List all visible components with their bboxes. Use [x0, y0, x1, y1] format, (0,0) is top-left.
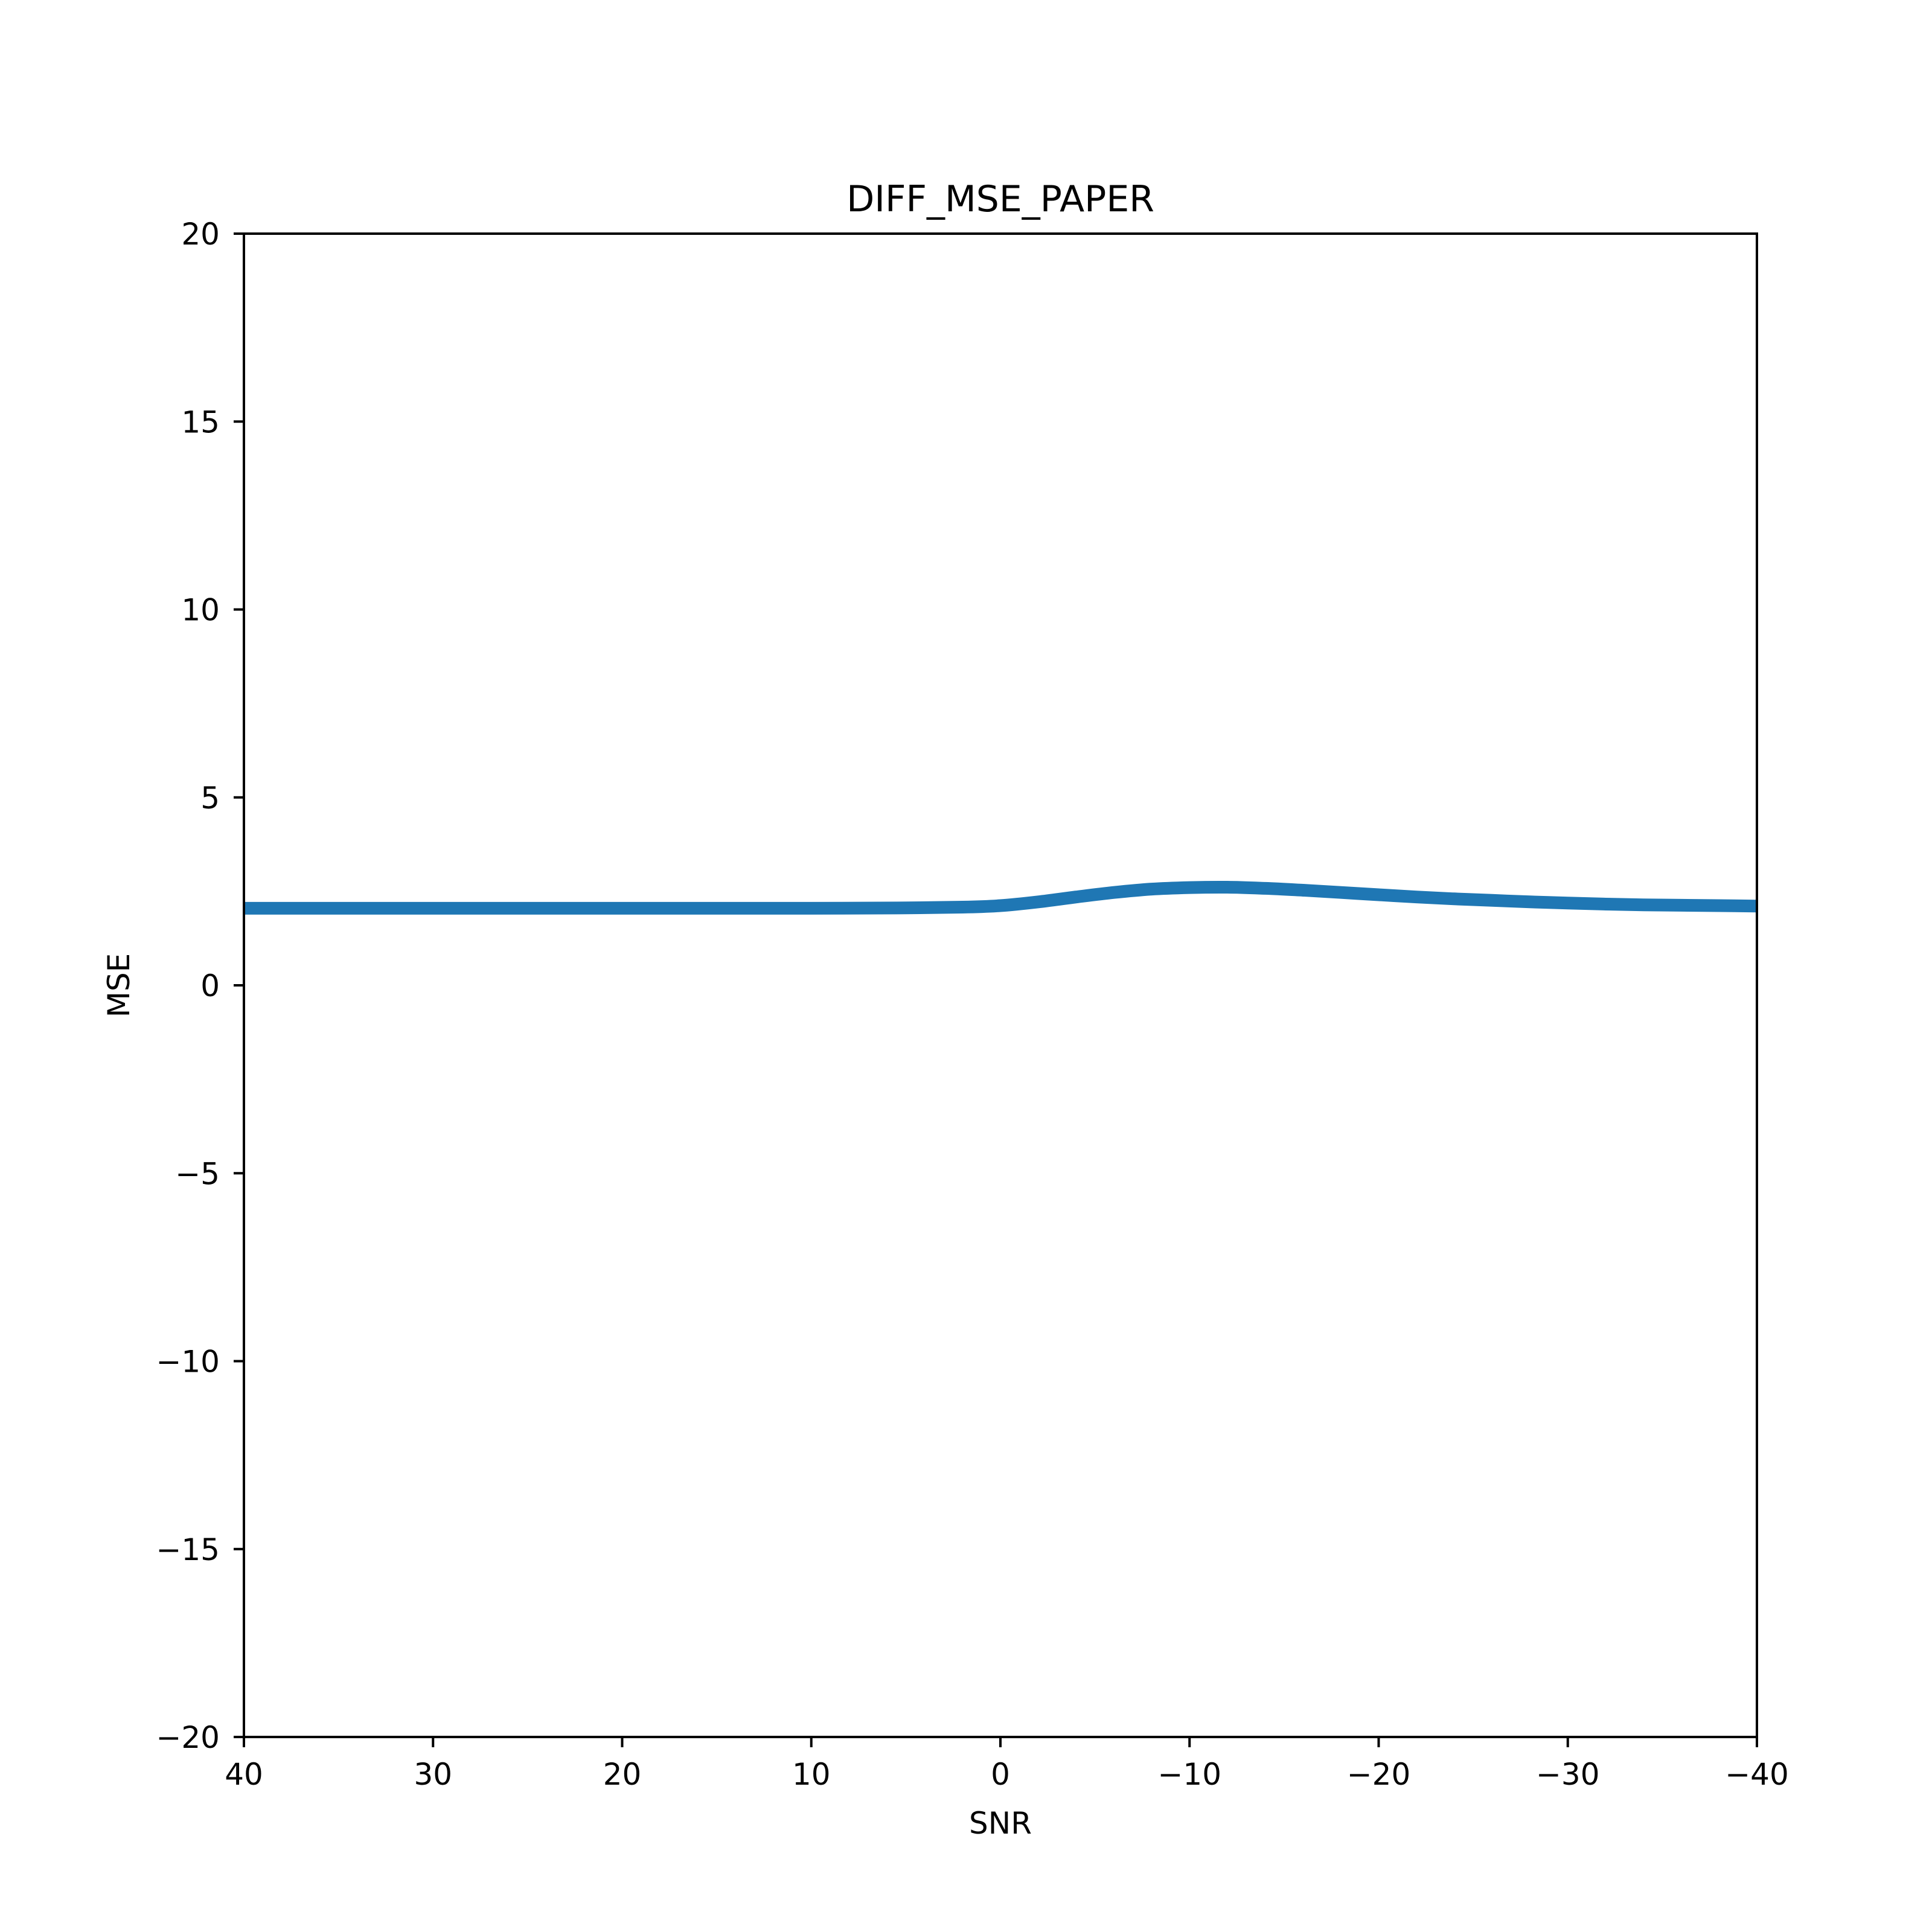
x-axis-label: SNR: [969, 1806, 1032, 1841]
x-tick-label: −10: [1157, 1757, 1221, 1792]
x-tick-label: 30: [414, 1757, 452, 1792]
x-tick-label: −20: [1347, 1757, 1411, 1792]
series-line: [243, 880, 1758, 915]
y-tick-label: 15: [181, 405, 220, 440]
y-tick-label: 0: [200, 968, 220, 1003]
y-axis-label: MSE: [101, 953, 136, 1017]
y-tick-label: −20: [156, 1720, 220, 1755]
y-tick-label: −10: [156, 1345, 220, 1380]
x-tick-label: −30: [1536, 1757, 1600, 1792]
y-tick-label: −5: [175, 1156, 220, 1191]
y-tick-label: 10: [181, 593, 220, 628]
x-tick-label: 20: [603, 1757, 642, 1792]
x-tick-label: 0: [991, 1757, 1010, 1792]
y-tick-label: 5: [200, 781, 220, 816]
x-tick-label: 40: [225, 1757, 263, 1792]
y-axis: 20 15 10 5 0 −5 −10 −15 −20: [156, 217, 244, 1755]
plot-frame: [243, 232, 1758, 1738]
y-tick-label: −15: [156, 1532, 220, 1567]
plot-lines: [243, 880, 1758, 915]
chart-title: DIFF_MSE_PAPER: [846, 178, 1154, 220]
y-tick-label: 20: [181, 217, 220, 252]
x-tick-label: 10: [792, 1757, 831, 1792]
x-tick-label: −40: [1725, 1757, 1789, 1792]
x-axis: 40 30 20 10 0 −10 −20 −30 −40: [225, 1737, 1789, 1792]
